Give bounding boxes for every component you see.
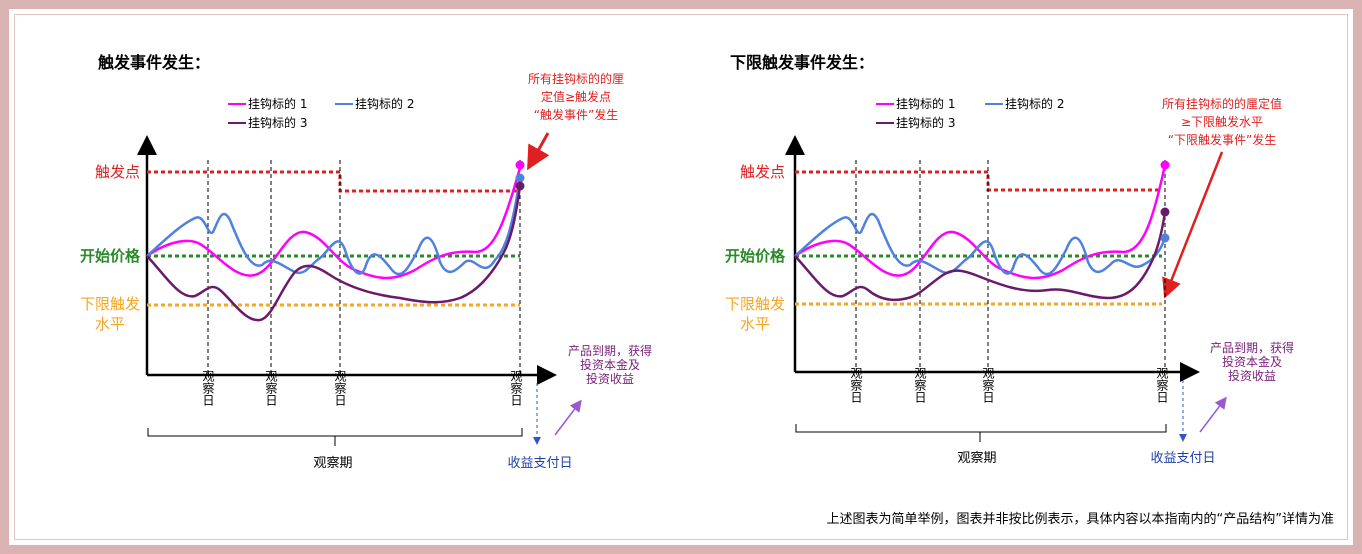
lower-trigger-annotation: 所有挂钩标的的厘定值 ≥下限触发水平 “下限触发事件”发生 [1162,96,1282,299]
payment-day-label: 收益支付日 [1150,451,1215,466]
observation-day-label: 观察日 [981,367,995,403]
legend: 挂钩标的 1 挂钩标的 2 挂钩标的 3 [228,96,414,130]
annotation-arrow [527,132,550,171]
legend-label-hook1: 挂钩标的 1 [248,96,307,111]
annotation-line: 所有挂钩标的的厘 [528,71,624,86]
diagram-trigger-event: 触发事件发生： 挂钩标的 1 挂钩标的 2 挂钩标的 3 所有挂钩标的的厘 定值… [80,53,652,471]
diagram-title: 下限触发事件发生： [730,53,874,72]
observation-day-label: 观察日 [201,370,215,406]
legend-label-hook3: 挂钩标的 3 [248,115,307,130]
endpoint-hook2 [515,173,525,183]
maturity-arrow [1199,396,1227,433]
series-hook1 [794,164,1167,280]
payment-day-label: 收益支付日 [507,456,572,471]
observation-day-label: 观察日 [264,370,278,406]
endpoint-hook1 [515,160,525,170]
legend-label-hook3: 挂钩标的 3 [896,115,955,130]
legend-label-hook1: 挂钩标的 1 [896,96,955,111]
observation-day-label: 观察日 [1155,367,1169,403]
legend-label-hook2: 挂钩标的 2 [355,96,414,111]
series-hook3 [794,211,1167,302]
diagram-lower-trigger-event: 下限触发事件发生： 挂钩标的 1 挂钩标的 2 挂钩标的 3 所有挂钩标的的厘定… [725,53,1294,466]
annotation-line: “下限触发事件”发生 [1168,132,1276,147]
diagram-title: 触发事件发生： [97,53,210,72]
legend: 挂钩标的 1 挂钩标的 2 挂钩标的 3 [876,96,1064,130]
series-hook1 [146,167,522,280]
lower-trigger-label: 水平 [95,315,125,333]
lower-trigger-label: 下限触发 [80,295,140,313]
annotation-line: 定值≥触发点 [541,89,611,104]
legend-label-hook2: 挂钩标的 2 [1005,96,1064,111]
maturity-text: 投资本金及 [580,357,640,372]
endpoint-hook1 [1160,160,1170,170]
series-hook3 [146,185,522,322]
maturity-text: 投资收益 [1228,368,1276,383]
trigger-level-line [795,170,1162,192]
annotation-line: “触发事件”发生 [534,107,618,122]
maturity-text: 产品到期，获得 [1210,340,1294,355]
observation-day-label: 观察日 [509,370,523,406]
maturity-text: 产品到期，获得 [568,343,652,358]
observation-day-label: 观察日 [913,367,927,403]
observation-day-label: 观察日 [333,370,347,406]
series-hook2 [794,212,1167,276]
maturity-arrow [554,399,582,436]
observation-period-label: 观察期 [957,451,996,466]
annotation-line: ≥下限触发水平 [1181,114,1263,129]
endpoint-hook2 [1160,233,1170,243]
series-hook2 [146,177,522,276]
endpoint-hook3 [1160,207,1170,217]
annotation-arrow [1162,151,1224,299]
maturity-text: 投资本金及 [1222,354,1282,369]
disclaimer-footnote: 上述图表为简单举例，图表并非按比例表示，具体内容以本指南内的“产品结构”详情为准 [826,512,1334,527]
start-price-label: 开始价格 [725,247,786,265]
trigger-level-label: 触发点 [95,163,140,181]
trigger-level-line [147,170,520,193]
trigger-level-label: 触发点 [740,163,785,181]
page-frame-inner [14,14,1348,540]
observation-period-bracket [795,424,1167,442]
trigger-annotation: 所有挂钩标的的厘 定值≥触发点 “触发事件”发生 [527,71,624,171]
annotation-line: 所有挂钩标的的厘定值 [1162,96,1282,111]
observation-day-label: 观察日 [849,367,863,403]
maturity-text: 投资收益 [586,371,634,386]
endpoint-hook3 [515,181,525,191]
start-price-label: 开始价格 [80,247,141,265]
lower-trigger-label: 下限触发 [725,295,785,313]
observation-period-label: 观察期 [313,456,352,471]
observation-period-bracket [147,428,523,446]
lower-trigger-label: 水平 [740,315,770,333]
